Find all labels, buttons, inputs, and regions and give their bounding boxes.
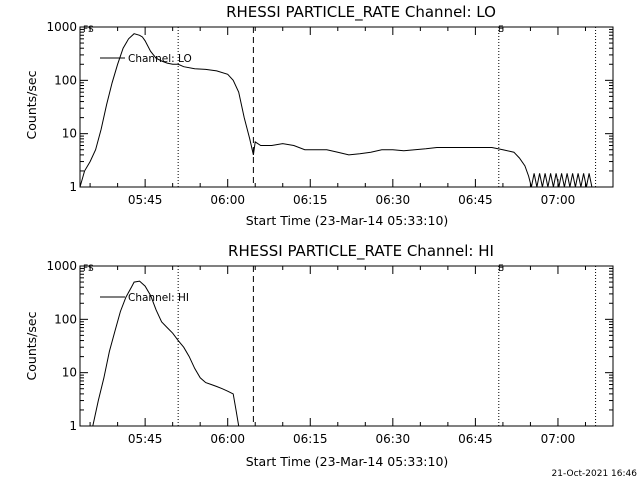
- panel-lo-plot-frame: [79, 26, 614, 188]
- panel-hi-x-tick-label: 07:00: [541, 432, 576, 446]
- panel-lo-y-tick-label: 10: [62, 127, 77, 141]
- panel-hi-legend-label: Channel: HI: [128, 292, 189, 304]
- panel-hi-corner-label-e: E: [498, 264, 504, 274]
- panel-hi-y-tick-label: 10: [62, 366, 77, 380]
- panel-hi-xlabel: Start Time (23-Mar-14 05:33:10): [246, 454, 449, 469]
- panel-lo-y-tick-label: 1: [69, 180, 77, 194]
- panel-lo-ylabel: Counts/sec: [24, 70, 39, 139]
- panel-hi-plot-frame: [79, 265, 614, 427]
- panel-hi-x-tick-label: 05:45: [128, 432, 163, 446]
- panel-hi-series-line-0: [92, 280, 240, 427]
- panel-hi-x-tick-label: 06:30: [376, 432, 411, 446]
- chart-marks-layer: 1 10 100 1000 05:45 06:00 06:15 06:30 06:45 07:00…: [46, 20, 614, 446]
- panel-lo-xlabel: Start Time (23-Mar-14 05:33:10): [246, 213, 449, 228]
- panel-lo-x-tick-label: 06:45: [458, 193, 493, 207]
- footer-date: 21-Oct-2021 16:46: [552, 469, 638, 479]
- panel-hi-ylabel: Counts/sec: [24, 311, 39, 380]
- panel-hi-y-tick-label: 100: [54, 312, 77, 326]
- panel-hi-corner-label-fs: FS: [83, 264, 94, 274]
- panel-hi-y-tick-label: 1000: [46, 259, 77, 273]
- panel-lo-corner-label-e: E: [498, 25, 504, 35]
- panel-lo-x-tick-label: 05:45: [128, 193, 163, 207]
- panel-lo-x-tick-label: 06:15: [293, 193, 328, 207]
- panel-hi-y-tick-label: 1: [69, 419, 77, 433]
- panel-lo-legend-label: Channel: LO: [128, 53, 192, 65]
- panel-lo-x-tick-label: 07:00: [541, 193, 576, 207]
- panel-lo-corner-label-fs: FS: [83, 25, 94, 35]
- panel-lo-y-tick-label: 100: [54, 73, 77, 87]
- panel-hi-title: RHESSI PARTICLE_RATE Channel: HI: [228, 242, 494, 261]
- panel-lo-series-line-0: [79, 33, 593, 188]
- panel-hi-x-tick-label: 06:15: [293, 432, 328, 446]
- panel-lo-title: RHESSI PARTICLE_RATE Channel: LO: [226, 3, 496, 22]
- panel-hi-x-tick-label: 06:00: [210, 432, 245, 446]
- panel-lo-x-tick-label: 06:00: [210, 193, 245, 207]
- panel-hi-x-tick-label: 06:45: [458, 432, 493, 446]
- panel-lo-y-tick-label: 1000: [46, 20, 77, 34]
- panel-lo-x-tick-label: 06:30: [376, 193, 411, 207]
